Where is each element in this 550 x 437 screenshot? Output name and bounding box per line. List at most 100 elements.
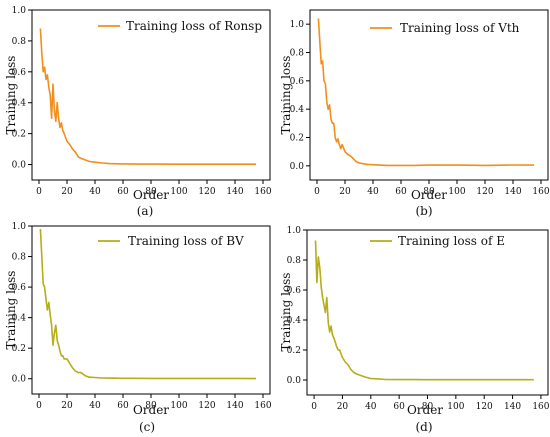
x-tick-label: 80 xyxy=(423,187,435,197)
y-tick-label: 1.0 xyxy=(287,226,302,236)
legend: Training loss of Ronsp xyxy=(98,19,262,33)
panel-caption: (b) xyxy=(415,204,432,218)
y-axis-label: Training loss xyxy=(279,56,293,135)
y-tick-label: 0.0 xyxy=(12,375,27,385)
x-tick-label: 160 xyxy=(532,402,549,412)
y-tick-label: 1.0 xyxy=(12,222,27,232)
y-tick-label: 0.4 xyxy=(290,105,305,115)
chart-panel-b: 0 20 40 60 80 100 120 140 1600.00.20.40.60.81.0 … xyxy=(279,9,550,218)
series-line-0 xyxy=(39,28,256,165)
x-tick-label: 0 xyxy=(314,187,320,197)
panel-caption: (c) xyxy=(139,420,155,434)
chart-panel-c: 0 20 40 60 80 100 120 140 1600.00.20.40.60.81.0 … xyxy=(4,222,272,434)
series-line-0 xyxy=(314,240,534,381)
x-tick-label: 140 xyxy=(226,187,243,197)
axis-ticks: 0 20 40 60 80 100 120 140 160 0.0 0.2 0.4 0.6 0.8 1.0 xyxy=(290,20,550,197)
x-tick-label: 120 xyxy=(198,401,215,411)
chart-panel-a: 0 20 40 60 80 100 120 140 1600.00.20.40.60.81.0 … xyxy=(4,6,272,218)
x-tick-label: 80 xyxy=(145,187,157,197)
x-tick-label: 100 xyxy=(170,401,187,411)
x-tick-label: 100 xyxy=(170,187,187,197)
y-tick-label: 0.4 xyxy=(12,314,27,324)
y-axis-label: Training loss xyxy=(4,271,18,350)
x-axis-label: Order xyxy=(133,403,169,417)
plot-frame xyxy=(306,229,549,396)
series-group xyxy=(39,229,257,380)
y-tick-label: 0.6 xyxy=(12,68,27,78)
x-tick-label: 40 xyxy=(89,401,101,411)
plot-frame xyxy=(31,9,271,181)
plot-frame xyxy=(309,9,549,181)
x-tick-label: 100 xyxy=(448,187,465,197)
x-tick-label: 120 xyxy=(198,187,215,197)
x-tick-label: 120 xyxy=(476,402,493,412)
axis-ticks: 0 20 40 60 80 100 120 140 160 0.0 0.2 0.4 0.6 0.8 1.0 xyxy=(12,6,272,197)
y-tick-label: 0.2 xyxy=(12,344,26,354)
chart-panel-d: 0 20 40 60 80 100 120 140 1600.00.20.40.60.81.0 … xyxy=(279,226,550,434)
legend: Training loss of E xyxy=(370,234,505,248)
series-line-0 xyxy=(317,18,535,167)
y-tick-label: 0.0 xyxy=(12,161,27,171)
y-tick-label: 0.2 xyxy=(287,346,301,356)
y-tick-label: 0.0 xyxy=(290,162,305,172)
x-tick-label: 0 xyxy=(311,402,317,412)
x-tick-label: 20 xyxy=(337,402,349,412)
y-tick-label: 0.6 xyxy=(287,286,302,296)
y-tick-label: 0.0 xyxy=(287,376,302,386)
x-tick-label: 40 xyxy=(89,187,101,197)
x-tick-label: 60 xyxy=(393,402,405,412)
x-tick-label: 40 xyxy=(367,187,379,197)
x-tick-label: 20 xyxy=(61,187,73,197)
x-tick-label: 140 xyxy=(504,187,521,197)
x-tick-label: 60 xyxy=(395,187,407,197)
x-tick-label: 140 xyxy=(226,401,243,411)
x-tick-label: 20 xyxy=(339,187,351,197)
x-tick-label: 80 xyxy=(422,402,434,412)
legend: Training loss of BV xyxy=(98,234,244,248)
x-tick-label: 40 xyxy=(365,402,377,412)
x-axis-label: Order xyxy=(133,188,169,202)
panel-caption: (d) xyxy=(415,420,432,434)
x-tick-label: 20 xyxy=(61,401,73,411)
y-tick-label: 0.6 xyxy=(290,77,305,87)
x-axis-label: Order xyxy=(411,188,447,202)
y-tick-label: 1.0 xyxy=(12,6,27,16)
y-tick-label: 0.2 xyxy=(12,130,26,140)
legend-label: Training loss of Ronsp xyxy=(126,19,262,33)
y-axis-label: Training loss xyxy=(4,56,18,135)
legend-label: Training loss of BV xyxy=(128,234,244,248)
axis-ticks: 0 20 40 60 80 100 120 140 160 0.0 0.2 0.4 0.6 0.8 1.0 xyxy=(12,222,272,411)
x-tick-label: 140 xyxy=(504,402,521,412)
series-group xyxy=(317,18,535,167)
y-tick-label: 0.8 xyxy=(290,49,305,59)
x-tick-label: 60 xyxy=(117,401,129,411)
plot-frame xyxy=(31,225,271,395)
x-tick-label: 120 xyxy=(476,187,493,197)
x-tick-label: 160 xyxy=(254,187,271,197)
x-tick-label: 60 xyxy=(117,187,129,197)
legend: Training loss of Vth xyxy=(370,21,520,35)
axis-ticks: 0 20 40 60 80 100 120 140 160 0.0 0.2 0.4 0.6 0.8 1.0 xyxy=(287,226,550,412)
x-axis-label: Order xyxy=(407,403,443,417)
x-tick-label: 0 xyxy=(36,401,42,411)
x-tick-label: 100 xyxy=(447,402,464,412)
y-tick-label: 0.4 xyxy=(287,316,302,326)
y-tick-label: 1.0 xyxy=(290,20,305,30)
x-tick-label: 0 xyxy=(36,187,42,197)
series-line-0 xyxy=(39,229,257,380)
x-tick-label: 160 xyxy=(254,401,271,411)
y-axis-label: Training loss xyxy=(279,273,293,352)
y-tick-label: 0.4 xyxy=(12,99,27,109)
series-group xyxy=(39,28,256,165)
y-tick-label: 0.8 xyxy=(287,256,302,266)
legend-label: Training loss of E xyxy=(398,234,505,248)
y-tick-label: 0.6 xyxy=(12,283,27,293)
x-tick-label: 80 xyxy=(145,401,157,411)
y-tick-label: 0.2 xyxy=(290,134,304,144)
y-tick-label: 0.8 xyxy=(12,253,27,263)
x-tick-label: 160 xyxy=(532,187,549,197)
panel-caption: (a) xyxy=(137,204,154,218)
series-group xyxy=(314,240,534,381)
legend-label: Training loss of Vth xyxy=(400,21,520,35)
